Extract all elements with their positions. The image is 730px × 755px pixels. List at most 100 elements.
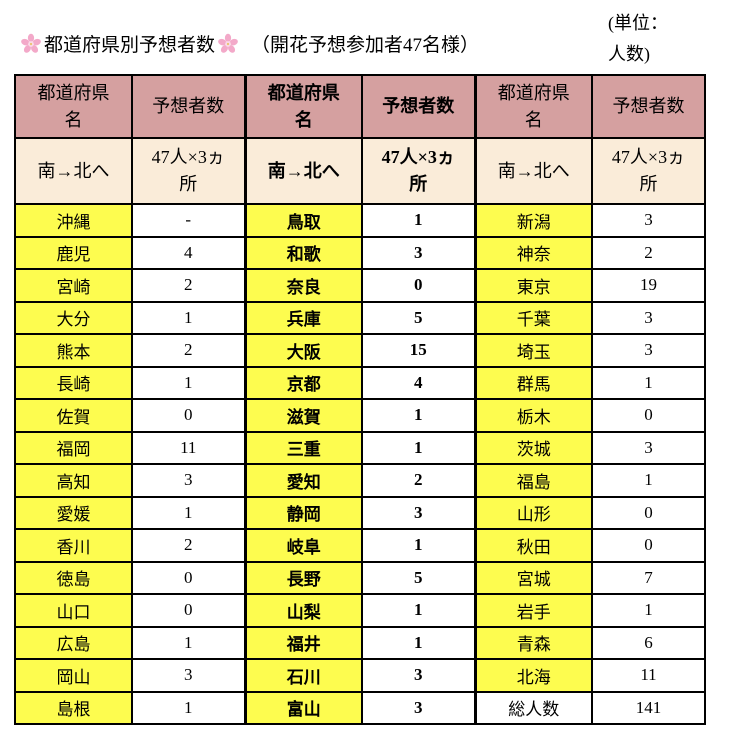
prefecture-cell: 神奈 — [473, 235, 593, 270]
count-cell: 141 — [591, 690, 706, 725]
table-row: 愛媛 1 静岡 3 山形 0 — [14, 495, 706, 530]
count-cell: 3 — [591, 333, 706, 368]
count-cell: 2 — [131, 333, 246, 368]
prefecture-cell: 奈良 — [243, 268, 363, 303]
sub-header-row: 南→北へ 47人×3ヵ所 南→北へ 47人×3ヵ所 南→北へ 47人×3ヵ所 — [14, 137, 706, 205]
prefecture-cell: 福島 — [473, 463, 593, 498]
count-cell: 1 — [591, 463, 706, 498]
column-header-cell: 都道府県名 — [473, 74, 593, 139]
prefecture-cell: 北海 — [473, 658, 593, 693]
count-cell: 0 — [361, 268, 476, 303]
column-header-cell: 予想者数 — [131, 74, 246, 139]
sub-header-cell: 47人×3ヵ所 — [131, 137, 246, 205]
table-row: 広島 1 福井 1 青森 6 — [14, 625, 706, 660]
count-cell: 0 — [131, 398, 246, 433]
sub-header-cell: 47人×3ヵ所 — [361, 137, 476, 205]
count-cell: 3 — [591, 430, 706, 465]
count-cell: 11 — [131, 430, 246, 465]
prefecture-cell: 埼玉 — [473, 333, 593, 368]
count-cell: 1 — [361, 398, 476, 433]
table-row: 宮崎 2 奈良 0 東京 19 — [14, 268, 706, 303]
count-cell: 5 — [361, 560, 476, 595]
prefecture-cell: 山梨 — [243, 593, 363, 628]
count-cell: 1 — [361, 430, 476, 465]
column-header-row: 都道府県名 予想者数 都道府県名 予想者数 都道府県名 予想者数 — [14, 74, 706, 139]
prefecture-cell: 山形 — [473, 495, 593, 530]
count-cell: 15 — [361, 333, 476, 368]
count-cell: 1 — [591, 365, 706, 400]
count-cell: 0 — [591, 398, 706, 433]
table-row: 大分 1 兵庫 5 千葉 3 — [14, 300, 706, 335]
prefecture-cell: 和歌 — [243, 235, 363, 270]
table-row: 熊本 2 大阪 15 埼玉 3 — [14, 333, 706, 368]
column-header-cell: 予想者数 — [361, 74, 476, 139]
prefecture-cell: 東京 — [473, 268, 593, 303]
count-cell: 3 — [131, 463, 246, 498]
count-cell: 1 — [361, 528, 476, 563]
sub-header-cell: 南→北へ — [14, 137, 133, 205]
prefecture-cell: 新潟 — [473, 203, 593, 238]
prefecture-cell: 石川 — [243, 658, 363, 693]
table-row: 沖縄 - 鳥取 1 新潟 3 — [14, 203, 706, 238]
table-row: 岡山 3 石川 3 北海 11 — [14, 658, 706, 693]
table-row: 福岡 11 三重 1 茨城 3 — [14, 430, 706, 465]
count-cell: 3 — [591, 300, 706, 335]
prefecture-cell: 山口 — [14, 593, 133, 628]
prefecture-cell: 福井 — [243, 625, 363, 660]
prefecture-cell: 大分 — [14, 300, 133, 335]
count-cell: 11 — [591, 658, 706, 693]
count-cell: 5 — [361, 300, 476, 335]
count-cell: 0 — [591, 528, 706, 563]
prefecture-cell: 鹿児 — [14, 235, 133, 270]
prefecture-cell: 兵庫 — [243, 300, 363, 335]
sub-header-cell: 47人×3ヵ所 — [591, 137, 706, 205]
table-row: 徳島 0 長野 5 宮城 7 — [14, 560, 706, 595]
count-cell: 3 — [361, 235, 476, 270]
table-body: 沖縄 - 鳥取 1 新潟 3 鹿児 4 和歌 3 神奈 2 宮崎 2 奈良 0 東京 19 大分 1 兵庫 5 千葉 3 熊本 2… — [14, 203, 706, 725]
count-cell: 4 — [361, 365, 476, 400]
prefecture-cell: 高知 — [14, 463, 133, 498]
unit-label-line1: (単位： — [608, 13, 668, 33]
sakura-icon — [218, 33, 238, 53]
table-row: 鹿児 4 和歌 3 神奈 2 — [14, 235, 706, 270]
count-cell: 1 — [131, 495, 246, 530]
prefecture-cell: 岩手 — [473, 593, 593, 628]
count-cell: 1 — [591, 593, 706, 628]
prefecture-cell: 佐賀 — [14, 398, 133, 433]
count-cell: 1 — [131, 300, 246, 335]
table-row: 山口 0 山梨 1 岩手 1 — [14, 593, 706, 628]
prefecture-cell: 秋田 — [473, 528, 593, 563]
prefecture-cell: 青森 — [473, 625, 593, 660]
prefecture-cell: 京都 — [243, 365, 363, 400]
prefecture-cell: 愛知 — [243, 463, 363, 498]
sakura-icon — [21, 33, 41, 53]
count-cell: 3 — [591, 203, 706, 238]
unit-label-line2: 人数) — [608, 44, 650, 64]
count-cell: 1 — [131, 625, 246, 660]
prefecture-cell: 鳥取 — [243, 203, 363, 238]
count-cell: 6 — [591, 625, 706, 660]
count-cell: 1 — [131, 690, 246, 725]
subtitle-text: （開花予想参加者47名様） — [251, 35, 480, 56]
prefecture-cell: 長崎 — [14, 365, 133, 400]
prefecture-cell: 岡山 — [14, 658, 133, 693]
prefecture-cell: 群馬 — [473, 365, 593, 400]
table-row: 長崎 1 京都 4 群馬 1 — [14, 365, 706, 400]
count-cell: 2 — [361, 463, 476, 498]
count-cell: 2 — [131, 268, 246, 303]
prefecture-cell: 富山 — [243, 690, 363, 725]
count-cell: 2 — [131, 528, 246, 563]
column-header-cell: 都道府県名 — [14, 74, 133, 139]
prefecture-cell: 大阪 — [243, 333, 363, 368]
count-cell: 3 — [131, 658, 246, 693]
prefecture-cell: 福岡 — [14, 430, 133, 465]
count-cell: 1 — [131, 365, 246, 400]
count-cell: 4 — [131, 235, 246, 270]
prefecture-cell: 栃木 — [473, 398, 593, 433]
prefecture-cell: 静岡 — [243, 495, 363, 530]
table-row: 佐賀 0 滋賀 1 栃木 0 — [14, 398, 706, 433]
prediction-table: 都道府県名 予想者数 都道府県名 予想者数 都道府県名 予想者数 南→北へ 47人×3ヵ所 南→… — [14, 74, 706, 725]
prefecture-cell: 徳島 — [14, 560, 133, 595]
count-cell: 0 — [131, 593, 246, 628]
